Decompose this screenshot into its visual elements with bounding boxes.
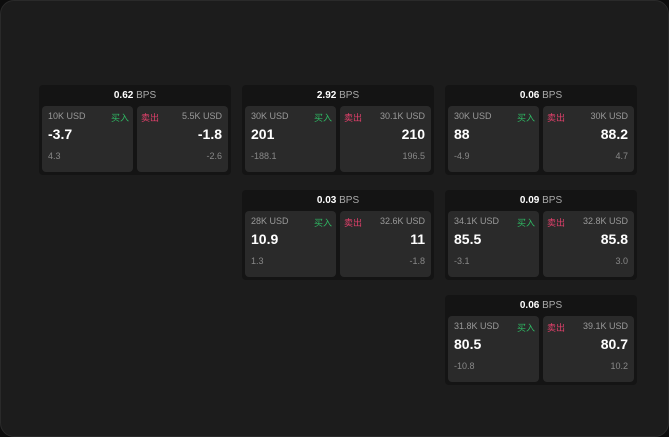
sell-price: 88.2 xyxy=(600,126,628,142)
sell-amount: 30K USD xyxy=(590,111,628,121)
sell-label: 卖出 xyxy=(547,113,566,123)
sell-change: 4.7 xyxy=(615,151,628,161)
sell-price: 210 xyxy=(401,126,425,142)
spread-header: 0.62 BPS xyxy=(39,85,231,106)
sell-quote[interactable]: 32.6K USD 卖出 11 -1.8 xyxy=(340,211,431,277)
buy-label: 买入 xyxy=(516,323,535,333)
buy-change: -4.9 xyxy=(454,151,470,161)
buy-price: -3.7 xyxy=(48,126,73,142)
buy-label: 买入 xyxy=(516,218,535,228)
buy-label: 买入 xyxy=(313,218,332,228)
buy-quote[interactable]: 34.1K USD 买入 85.5 -3.1 xyxy=(448,211,539,277)
sell-amount: 32.6K USD xyxy=(379,216,425,226)
spread-value: 0.09 xyxy=(519,195,540,206)
quote-card: 0.06 BPS 31.8K USD 买入 80.5 -10.8 39.1K U… xyxy=(445,295,637,385)
sell-change: -2.6 xyxy=(206,151,222,161)
buy-quote[interactable]: 28K USD 买入 10.9 1.3 xyxy=(245,211,336,277)
sell-change: 3.0 xyxy=(615,256,628,266)
buy-amount: 30K USD xyxy=(454,111,492,121)
spread-value: 0.62 xyxy=(113,90,134,101)
sell-amount: 39.1K USD xyxy=(582,321,628,331)
buy-change: -3.1 xyxy=(454,256,470,266)
buy-price: 10.9 xyxy=(251,231,279,247)
quote-card: 0.03 BPS 28K USD 买入 10.9 1.3 32.6K USD 卖… xyxy=(242,190,434,280)
sell-label: 卖出 xyxy=(547,323,566,333)
sell-quote[interactable]: 30K USD 卖出 88.2 4.7 xyxy=(543,106,634,172)
buy-quote[interactable]: 30K USD 买入 88 -4.9 xyxy=(448,106,539,172)
buy-quote[interactable]: 10K USD 买入 -3.7 4.3 xyxy=(42,106,133,172)
buy-label: 买入 xyxy=(516,113,535,123)
sell-quote[interactable]: 39.1K USD 卖出 80.7 10.2 xyxy=(543,316,634,382)
spread-header: 2.92 BPS xyxy=(242,85,434,106)
spread-value: 2.92 xyxy=(316,90,337,101)
sell-quote[interactable]: 32.8K USD 卖出 85.8 3.0 xyxy=(543,211,634,277)
sell-label: 卖出 xyxy=(344,218,363,228)
buy-amount: 30K USD xyxy=(251,111,289,121)
sell-label: 卖出 xyxy=(547,218,566,228)
buy-price: 85.5 xyxy=(454,231,482,247)
buy-change: 4.3 xyxy=(48,151,61,161)
buy-quote[interactable]: 30K USD 买入 201 -188.1 xyxy=(245,106,336,172)
quote-card: 2.92 BPS 30K USD 买入 201 -188.1 30.1K USD… xyxy=(242,85,434,175)
sell-price: -1.8 xyxy=(197,126,222,142)
buy-label: 买入 xyxy=(110,113,129,123)
spread-unit: BPS xyxy=(542,90,563,101)
spread-unit: BPS xyxy=(542,195,563,206)
buy-change: -188.1 xyxy=(251,151,277,161)
quote-card: 0.09 BPS 34.1K USD 买入 85.5 -3.1 32.8K US… xyxy=(445,190,637,280)
buy-quote[interactable]: 31.8K USD 买入 80.5 -10.8 xyxy=(448,316,539,382)
buy-price: 201 xyxy=(251,126,275,142)
spread-header: 0.03 BPS xyxy=(242,190,434,211)
buy-price: 88 xyxy=(454,126,470,142)
sell-label: 卖出 xyxy=(344,113,363,123)
sell-change: 10.2 xyxy=(610,361,628,371)
buy-change: -10.8 xyxy=(454,361,475,371)
sell-change: -1.8 xyxy=(409,256,425,266)
spread-value: 0.06 xyxy=(519,90,540,101)
sell-change: 196.5 xyxy=(402,151,425,161)
spread-unit: BPS xyxy=(136,90,157,101)
sell-quote[interactable]: 30.1K USD 卖出 210 196.5 xyxy=(340,106,431,172)
buy-change: 1.3 xyxy=(251,256,264,266)
spread-header: 0.06 BPS xyxy=(445,85,637,106)
quote-card: 0.62 BPS 10K USD 买入 -3.7 4.3 5.5K USD 卖出… xyxy=(39,85,231,175)
sell-label: 卖出 xyxy=(141,113,160,123)
sell-price: 80.7 xyxy=(600,336,628,352)
spread-unit: BPS xyxy=(339,90,360,101)
quote-card: 0.06 BPS 30K USD 买入 88 -4.9 30K USD 卖出 8… xyxy=(445,85,637,175)
buy-amount: 34.1K USD xyxy=(454,216,500,226)
buy-amount: 28K USD xyxy=(251,216,289,226)
buy-price: 80.5 xyxy=(454,336,482,352)
spread-value: 0.06 xyxy=(519,300,540,311)
sell-price: 11 xyxy=(410,231,425,247)
sell-quote[interactable]: 5.5K USD 卖出 -1.8 -2.6 xyxy=(137,106,228,172)
spread-header: 0.06 BPS xyxy=(445,295,637,316)
spread-unit: BPS xyxy=(542,300,563,311)
buy-amount: 31.8K USD xyxy=(454,321,500,331)
sell-amount: 5.5K USD xyxy=(181,111,222,121)
buy-label: 买入 xyxy=(313,113,332,123)
sell-amount: 32.8K USD xyxy=(582,216,628,226)
buy-amount: 10K USD xyxy=(48,111,86,121)
sell-price: 85.8 xyxy=(600,231,628,247)
spread-unit: BPS xyxy=(339,195,360,206)
spread-header: 0.09 BPS xyxy=(445,190,637,211)
sell-amount: 30.1K USD xyxy=(379,111,425,121)
spread-value: 0.03 xyxy=(316,195,337,206)
